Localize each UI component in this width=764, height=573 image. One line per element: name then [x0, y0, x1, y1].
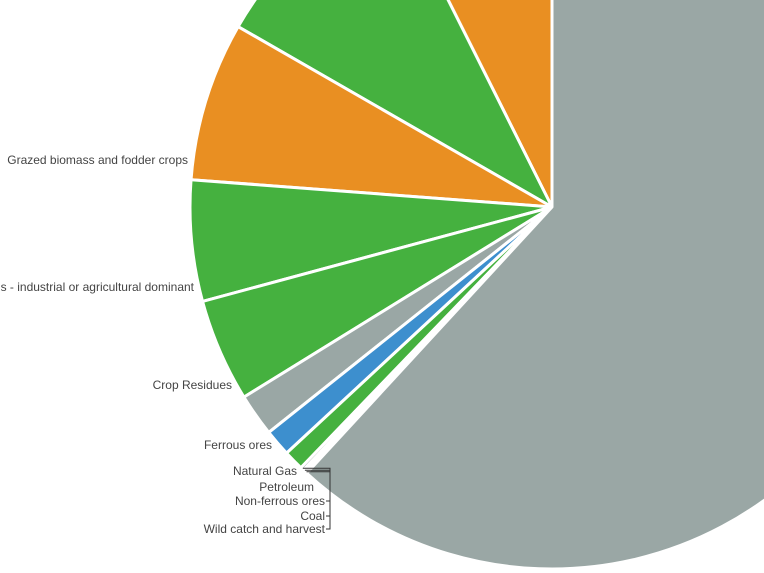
slice-label-wild-catch-and-harvest: Wild catch and harvest — [204, 522, 326, 536]
pie-slice-unlabeled-1[interactable] — [236, 0, 554, 209]
slice-label-grazed-biomass-and-fodder-crops: Grazed biomass and fodder crops — [7, 153, 188, 167]
slice-label-ferrous-ores: Ferrous ores — [204, 438, 272, 452]
slices-layer — [188, 0, 764, 571]
pie-slice-grazed-biomass-and-fodder-crops[interactable] — [189, 25, 554, 209]
slice-label-natural-gas: Natural Gas — [233, 464, 297, 478]
slice-label-non-ferrous-ores: Non-ferrous ores — [235, 494, 325, 508]
slice-label-s-industrial-or-agricultural-dominant: s - industrial or agricultural dominant — [1, 280, 195, 294]
leader-line-wild-catch-and-harvest — [306, 471, 331, 530]
slice-label-coal: Coal — [300, 509, 325, 523]
slice-label-crop-residues: Crop Residues — [153, 378, 232, 392]
pie-slice-unlabeled-11[interactable] — [305, 0, 764, 571]
labels-layer: Grazed biomass and fodder crops s - indus… — [1, 153, 331, 536]
slice-label-petroleum: Petroleum — [259, 480, 314, 494]
